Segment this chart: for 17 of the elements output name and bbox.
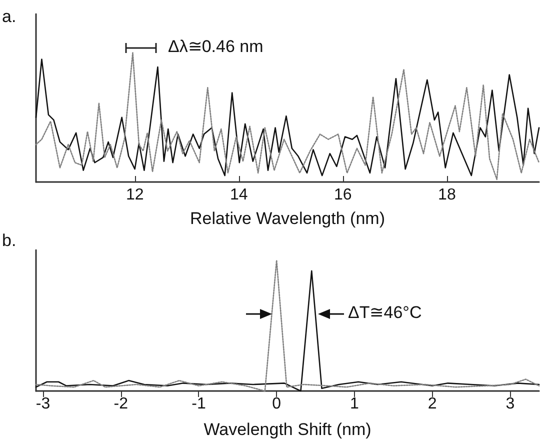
x-tick-label: 14 [230,186,248,204]
text: a. [2,7,16,26]
annotation: ΔT≅46°C [348,303,422,322]
x-axis-title: Relative Wavelength (nm) [190,209,385,228]
x-tick-label: 1 [350,396,360,412]
x-tick-label: -2 [114,396,128,412]
x-tick-label: 3 [506,396,515,412]
x-tick-label: 12 [126,186,144,204]
annotation: Δλ≅0.46 nm [168,37,264,56]
x-tick-label: -1 [192,396,206,412]
x-tick-label: 16 [334,186,352,204]
text: b. [2,231,16,250]
x-tick-label: 18 [438,186,456,204]
x-tick-label: -3 [36,396,50,412]
x-tick-label: 2 [428,396,437,412]
x-tick-label: 0 [272,396,282,412]
x-axis-title: Wavelength Shift (nm) [204,420,372,439]
